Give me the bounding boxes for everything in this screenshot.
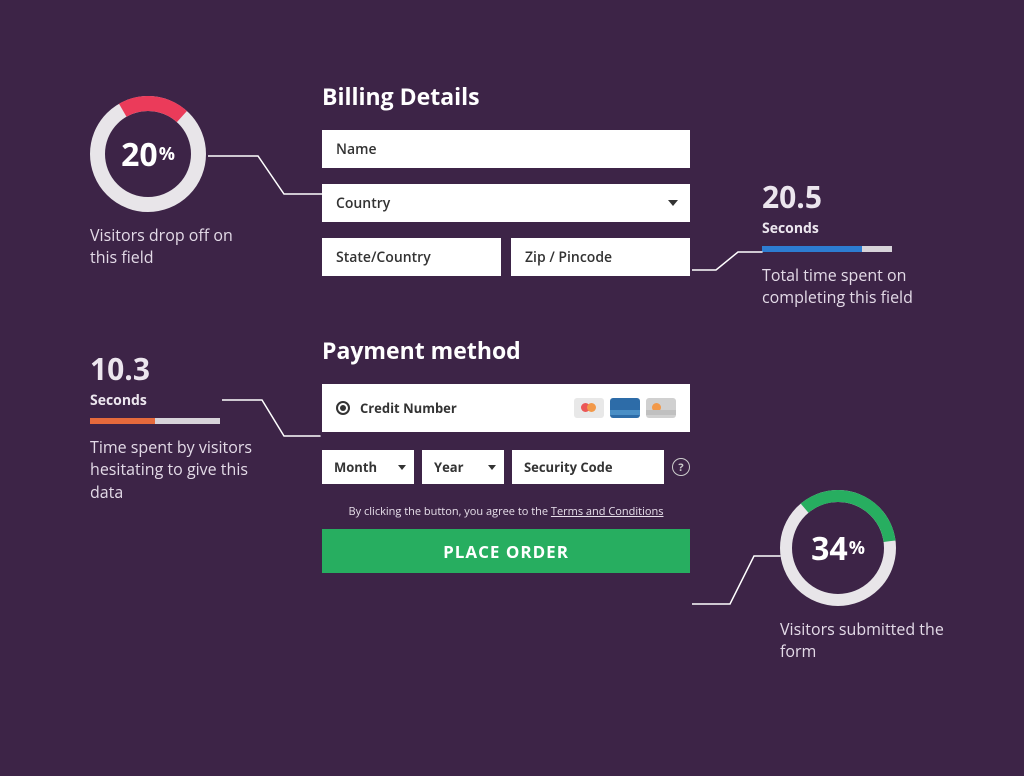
chevron-down-icon [398, 465, 406, 470]
country-select[interactable]: Country [322, 184, 690, 222]
connector-line [208, 150, 323, 200]
security-code-field[interactable]: Security Code [512, 450, 664, 484]
terms-link[interactable]: Terms and Conditions [551, 504, 664, 519]
name-field[interactable]: Name [322, 130, 690, 168]
country-label: Country [336, 194, 390, 213]
timespent-annotation: 20.5 Seconds Total time spent on complet… [762, 176, 932, 309]
credit-card-option[interactable]: Credit Number [322, 384, 690, 432]
timespent-bar [762, 246, 892, 252]
dropoff-donut: 20% [90, 96, 206, 212]
billing-title: Billing Details [322, 80, 690, 112]
year-label: Year [434, 458, 464, 476]
checkout-form: Billing Details Name Country State/Count… [322, 80, 690, 573]
state-label: State/Country [336, 248, 431, 267]
terms-prefix: By clicking the button, you agree to the [349, 504, 551, 519]
state-field[interactable]: State/Country [322, 238, 501, 276]
security-label: Security Code [524, 458, 613, 476]
connector-line [222, 398, 322, 440]
expiry-row: Month Year Security Code ? [322, 450, 690, 484]
timespent-unit: Seconds [762, 219, 932, 238]
help-icon[interactable]: ? [672, 458, 690, 476]
submitted-value: 34% [780, 490, 896, 606]
submitted-annotation: 34% Visitors submitted the form [780, 490, 950, 663]
timespent-value: 20.5 [762, 176, 932, 217]
zip-label: Zip / Pincode [525, 248, 612, 267]
dropoff-caption: Visitors drop off on this field [90, 224, 260, 269]
payment-title: Payment method [322, 334, 690, 366]
place-order-button[interactable]: PLACE ORDER [322, 529, 690, 573]
hesitate-caption: Time spent by visitors hesitating to giv… [90, 436, 280, 503]
month-select[interactable]: Month [322, 450, 414, 484]
zip-field[interactable]: Zip / Pincode [511, 238, 690, 276]
radio-selected-icon [336, 401, 350, 415]
submitted-caption: Visitors submitted the form [780, 618, 950, 663]
name-label: Name [336, 140, 377, 159]
timespent-caption: Total time spent on completing this fiel… [762, 264, 932, 309]
chevron-down-icon [668, 200, 678, 206]
visa-icon [610, 398, 640, 418]
generic-card-icon [646, 398, 676, 418]
month-label: Month [334, 458, 377, 476]
submitted-donut: 34% [780, 490, 896, 606]
connector-line [692, 554, 782, 610]
dropoff-value: 20% [90, 96, 206, 212]
hesitate-bar [90, 418, 220, 424]
chevron-down-icon [488, 465, 496, 470]
card-icons [574, 398, 676, 418]
state-zip-row: State/Country Zip / Pincode [322, 238, 690, 276]
connector-line [692, 250, 764, 276]
hesitate-value: 10.3 [90, 348, 280, 389]
year-select[interactable]: Year [422, 450, 504, 484]
mastercard-icon [574, 398, 604, 418]
credit-label: Credit Number [360, 399, 574, 417]
terms-text: By clicking the button, you agree to the… [322, 504, 690, 519]
